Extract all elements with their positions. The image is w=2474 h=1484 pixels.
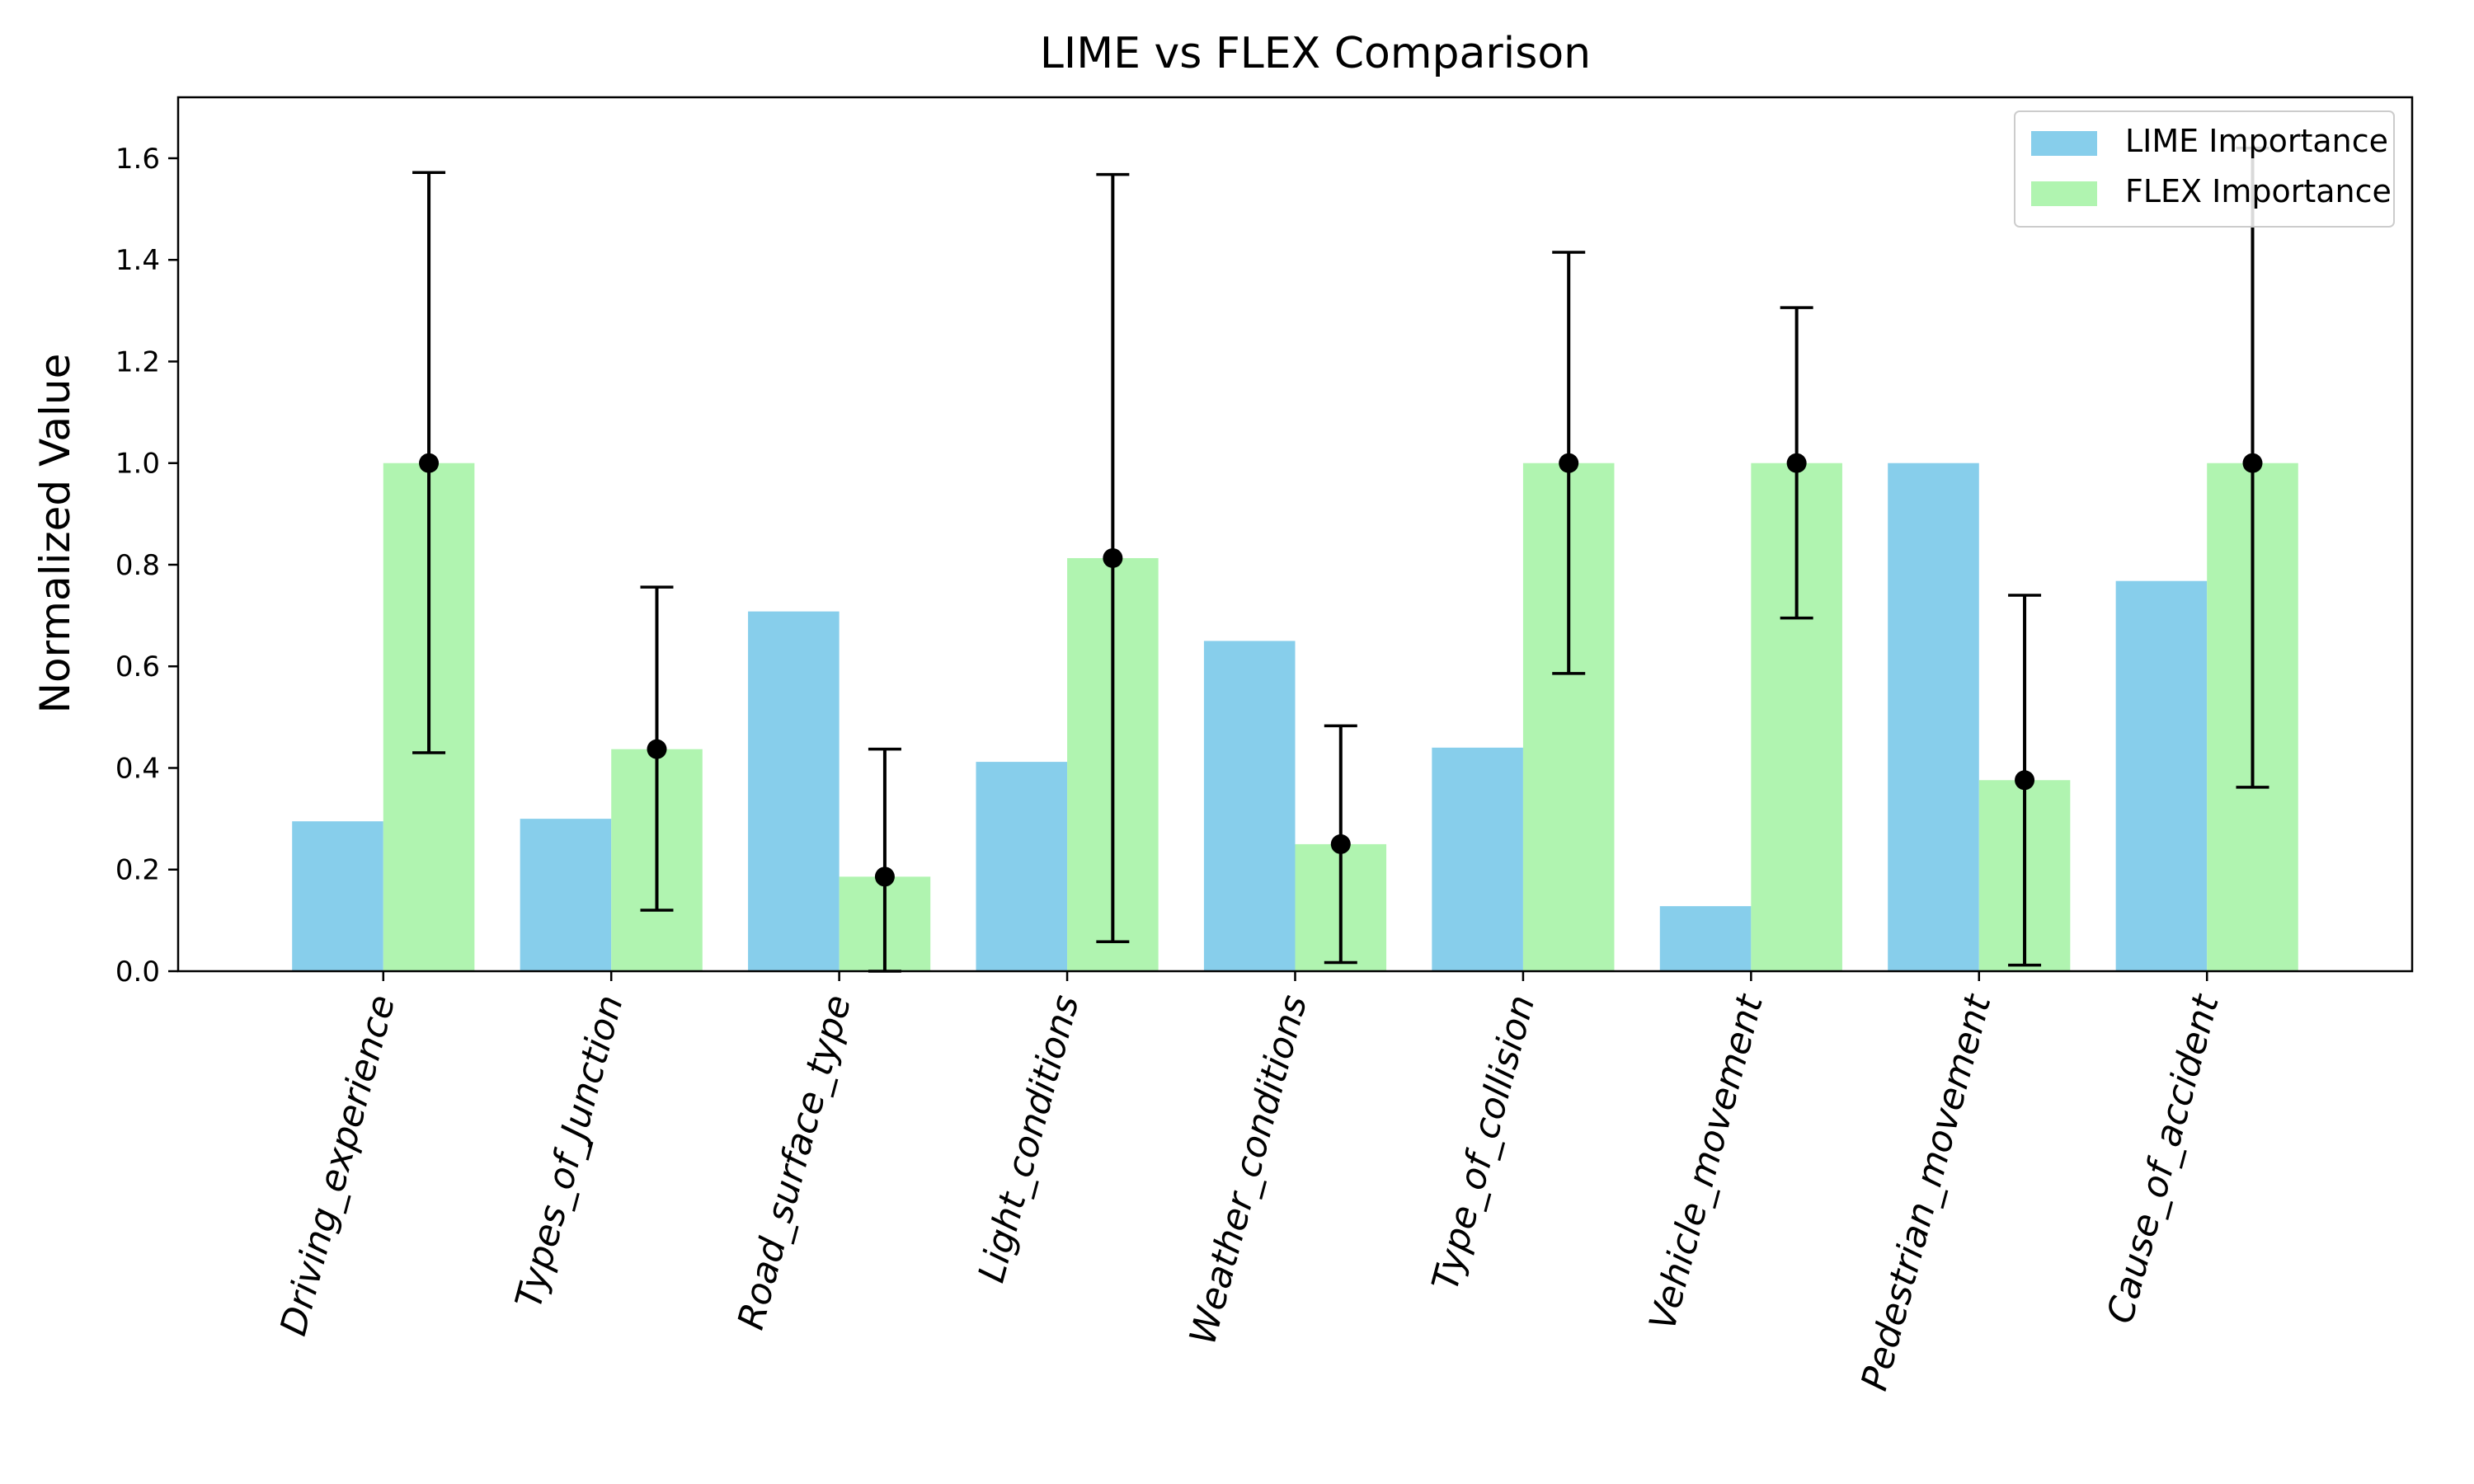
y-tick-label: 0.2	[115, 854, 160, 887]
error-marker-road-surface-type	[874, 866, 895, 887]
lime-bar-light-conditions	[976, 762, 1068, 971]
error-marker-vehicle-movement	[1786, 453, 1807, 473]
legend-label-flex: FLEX Importance	[2125, 173, 2392, 209]
error-marker-light-conditions	[1103, 547, 1123, 568]
y-tick-label: 0.4	[115, 752, 160, 785]
lime-bar-vehicle-movement	[1659, 906, 1752, 971]
legend-box	[2014, 110, 2395, 228]
y-tick-label: 1.6	[115, 143, 160, 176]
lime-bar-weather-conditions	[1203, 641, 1296, 971]
lime-bar-cause-of-accident	[2115, 580, 2208, 971]
legend-swatch-flex	[2031, 181, 2097, 206]
y-tick-label: 1.2	[115, 345, 160, 378]
chart-title: LIME vs FLEX Comparison	[1040, 29, 1591, 78]
error-marker-pedestrian-movement	[2015, 770, 2035, 791]
y-tick-label: 0.8	[115, 549, 160, 582]
y-axis-label: Normalized Value	[31, 354, 79, 714]
error-marker-weather-conditions	[1330, 834, 1351, 854]
legend: LIME Importance FLEX Importance	[2014, 110, 2395, 228]
error-marker-types-of-junction	[647, 739, 667, 759]
y-tick-label: 1.4	[115, 244, 160, 277]
lime-bar-road-surface-type	[748, 611, 840, 971]
legend-label-lime: LIME Importance	[2125, 123, 2388, 159]
y-tick-label: 0.0	[115, 956, 160, 989]
lime-bar-types-of-junction	[520, 819, 612, 971]
y-tick-label: 1.0	[115, 448, 160, 481]
lime-bar-driving-experience	[292, 821, 383, 971]
error-marker-type-of-collision	[1559, 453, 1579, 473]
error-marker-driving-experience	[419, 453, 440, 473]
lime-bar-type-of-collision	[1432, 747, 1523, 971]
plot-frame	[176, 96, 2414, 973]
error-marker-cause-of-accident	[2242, 453, 2263, 473]
legend-swatch-lime	[2031, 131, 2097, 156]
lime-bar-pedestrian-movement	[1888, 463, 1979, 971]
y-tick-label: 0.6	[115, 650, 160, 683]
